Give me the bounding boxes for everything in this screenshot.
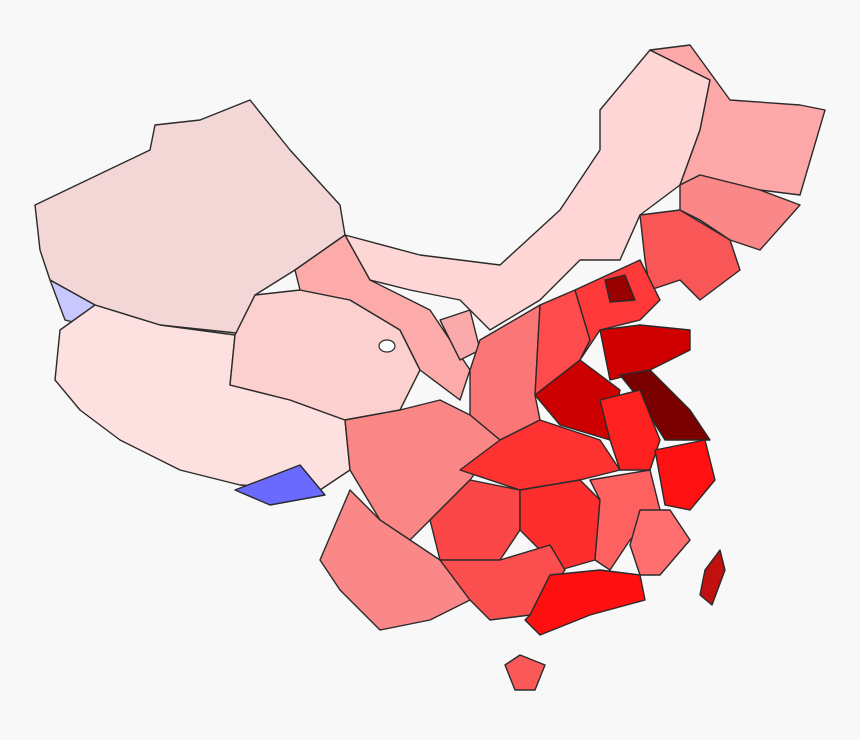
- jiangxi: [589, 469, 661, 571]
- liaoning: [639, 209, 741, 301]
- hainan: [504, 654, 546, 691]
- zhejiang: [654, 439, 716, 511]
- fujian: [629, 509, 691, 576]
- lake: [378, 339, 396, 353]
- hebei: [574, 259, 661, 361]
- disputed-south: [234, 464, 326, 506]
- heilongjiang: [649, 44, 826, 196]
- shandong: [599, 324, 691, 381]
- beijing: [604, 274, 636, 303]
- taiwan: [699, 549, 726, 606]
- guangdong: [524, 569, 646, 636]
